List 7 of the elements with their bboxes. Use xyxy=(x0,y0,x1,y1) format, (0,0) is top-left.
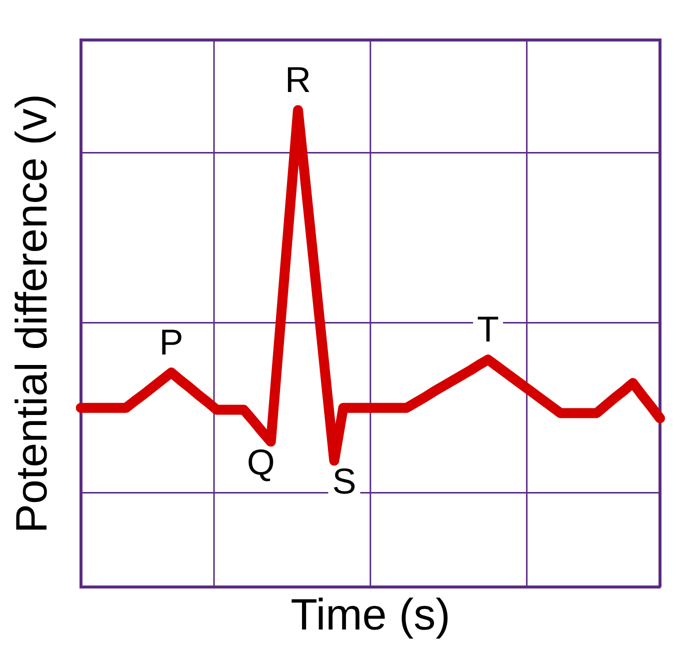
y-axis-title: Potential difference (v) xyxy=(8,94,57,534)
annotation: R xyxy=(285,59,311,100)
annotation: P xyxy=(159,321,184,362)
annotation: S xyxy=(332,460,356,502)
annotation: T xyxy=(477,308,500,350)
x-axis-title: Time (s) xyxy=(290,590,450,640)
annotation: Q xyxy=(246,442,275,483)
